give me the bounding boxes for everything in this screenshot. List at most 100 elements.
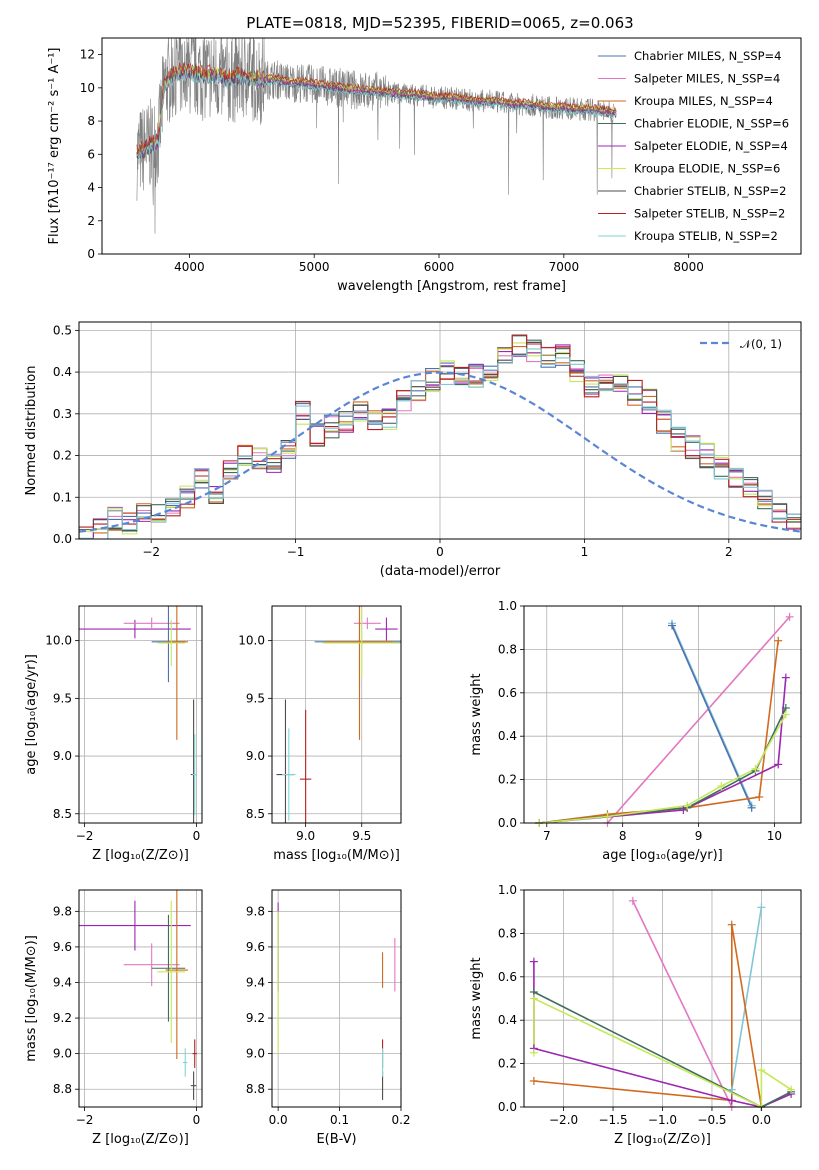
x-tick-label: 0.0 <box>269 1113 288 1127</box>
x-tick-label: −2 <box>76 829 94 843</box>
y-tick-label: 8.8 <box>53 1082 72 1096</box>
y-axis-label: mass weight <box>469 957 484 1039</box>
x-axis-label: Z [log₁₀(Z/Z⊙)] <box>92 1132 189 1147</box>
x-tick-label: 1 <box>581 545 589 559</box>
x-tick-label: 9.0 <box>296 829 315 843</box>
y-tick-label: 10.0 <box>238 634 265 648</box>
frame-massweight-vs-Z: −2.0 −1.5 −1.0 −0.5 0.0 0.0 0.2 0.4 0.6 0.8 1.0 Z [… <box>469 883 802 1147</box>
histogram-series <box>79 348 801 539</box>
plot-area-spectrum <box>136 38 617 234</box>
y-tick-label: 0.6 <box>498 970 517 984</box>
frame-mass-vs-EBV: 0.0 0.1 0.2 8.8 9.0 9.2 9.4 9.6 9.8 E(B-V) <box>246 889 411 1147</box>
y-tick-label: 0.4 <box>53 365 72 379</box>
plot-area-age-vs-Z <box>79 606 197 823</box>
y-tick-label: 0.0 <box>53 532 72 546</box>
y-axis-label: mass weight <box>469 673 484 755</box>
legend-entry: Kroupa STELIB, N_SSP=2 <box>634 229 778 243</box>
y-tick-label: 10 <box>80 81 95 95</box>
y-tick-label: 2 <box>87 214 95 228</box>
legend: Chabrier MILES, N_SSP=4 Salpeter MILES, N… <box>598 49 789 243</box>
y-tick-label: 0.0 <box>498 1100 517 1114</box>
y-tick-label: 9.5 <box>246 691 265 705</box>
axes-age-vs-Z <box>79 606 202 823</box>
x-tick-label: 0 <box>193 1113 201 1127</box>
y-tick-label: 0.3 <box>53 407 72 421</box>
plot-area-massweight-vs-Z <box>533 900 792 1107</box>
y-axis-label: mass [log₁₀(M/M⊙)] <box>24 935 39 1062</box>
legend-entry: Kroupa ELODIE, N_SSP=6 <box>634 162 780 176</box>
observed-spectrum-line <box>136 38 615 234</box>
y-tick-label: 9.0 <box>53 749 72 763</box>
mass-weight-line <box>539 714 787 823</box>
y-tick-label: 9.6 <box>53 940 72 954</box>
x-axis-label: wavelength [Angstrom, rest frame] <box>337 279 566 294</box>
mass-weight-line <box>671 623 753 806</box>
x-tick-label: 8 <box>619 829 627 843</box>
frame-spectrum: 4000 5000 6000 7000 8000 0 2 4 6 8 10 12 wavelength … <box>47 37 802 294</box>
x-tick-label: 8000 <box>673 260 704 274</box>
x-axis-label: age [log₁₀(age/yr)] <box>602 848 723 863</box>
y-tick-label: 9.4 <box>246 975 265 989</box>
x-tick-label: 10 <box>767 829 782 843</box>
x-tick-label: 0 <box>436 545 444 559</box>
plot-area-mass-vs-EBV <box>277 902 396 1100</box>
x-tick-label: 9 <box>695 829 703 843</box>
y-tick-label: 1.0 <box>498 883 517 897</box>
legend-entry: Salpeter STELIB, N_SSP=2 <box>634 207 785 221</box>
x-axis-label: Z [log₁₀(Z/Z⊙)] <box>614 1132 711 1147</box>
y-tick-label: 10.0 <box>45 634 72 648</box>
x-axis-label: Z [log₁₀(Z/Z⊙)] <box>92 848 189 863</box>
x-tick-label: 0.0 <box>752 1113 771 1127</box>
y-tick-label: 12 <box>80 48 95 62</box>
y-tick-label: 9.5 <box>53 691 72 705</box>
legend-entry: Salpeter ELODIE, N_SSP=4 <box>634 139 788 153</box>
mass-weight-line <box>606 616 791 823</box>
y-tick-label: 0.4 <box>498 729 517 743</box>
legend: 𝒩(0, 1) <box>700 337 782 351</box>
y-tick-label: 8 <box>87 114 95 128</box>
y-tick-label: 9.0 <box>53 1047 72 1061</box>
y-tick-label: 9.2 <box>53 1011 72 1025</box>
legend-entry: Kroupa MILES, N_SSP=4 <box>634 94 773 108</box>
y-tick-label: 1.0 <box>498 599 517 613</box>
plot-frame <box>523 605 802 824</box>
axes-residuals <box>79 322 801 540</box>
frame-mass-vs-Z: −2 0 8.8 9.0 9.2 9.4 9.6 9.8 Z [log₁₀(Z/Z⊙)] mass… <box>24 889 203 1147</box>
legend-entry: 𝒩(0, 1) <box>740 337 782 351</box>
y-tick-label: 8.5 <box>246 807 265 821</box>
figure-title: PLATE=0818, MJD=52395, FIBERID=0065, z=0… <box>246 14 633 32</box>
model-spectrum-line <box>136 62 617 157</box>
y-tick-label: 0.8 <box>498 642 517 656</box>
x-tick-label: 0.2 <box>391 1113 410 1127</box>
y-tick-label: 9.8 <box>53 904 72 918</box>
y-axis-label: age [log₁₀(age/yr)] <box>24 654 39 775</box>
x-tick-label: 0.1 <box>330 1113 349 1127</box>
frame-age-vs-Z: −2 0 8.5 9.0 9.5 10.0 Z [log₁₀(Z/Z⊙)] age [log₁… <box>24 605 203 863</box>
x-tick-label: −1.5 <box>598 1113 627 1127</box>
y-tick-label: 0.4 <box>498 1013 517 1027</box>
frame-residuals: −2 −1 0 1 2 0.0 0.1 0.2 0.3 0.4 0.5 (data-model)/er… <box>24 321 802 579</box>
model-spectrum-line <box>136 67 617 160</box>
legend-entry: Chabrier ELODIE, N_SSP=6 <box>634 117 789 131</box>
x-tick-label: 7 <box>543 829 551 843</box>
plot-area-age-vs-mass <box>276 606 401 823</box>
plot-frame <box>271 889 402 1108</box>
frame-age-vs-mass: 9.0 9.5 8.5 9.0 9.5 10.0 mass [log₁₀(M/M⊙)] <box>238 605 402 863</box>
frame-massweight-vs-age: 7 8 9 10 0.0 0.2 0.4 0.6 0.8 1.0 age [log₁₀(age/yr… <box>469 599 802 863</box>
mass-weight-line <box>539 640 779 823</box>
plot-area-mass-vs-Z <box>79 890 197 1100</box>
plot-area-massweight-vs-age <box>539 616 791 823</box>
y-tick-label: 0.2 <box>498 773 517 787</box>
y-tick-label: 6 <box>87 147 95 161</box>
y-tick-label: 0.5 <box>53 323 72 337</box>
mass-weight-line <box>632 900 733 1107</box>
mass-weight-line <box>533 997 792 1107</box>
y-tick-label: 0.0 <box>498 816 517 830</box>
legend-entry: Chabrier STELIB, N_SSP=2 <box>634 184 786 198</box>
y-tick-label: 8.5 <box>53 807 72 821</box>
x-tick-label: 9.5 <box>352 829 371 843</box>
y-tick-label: 0.2 <box>498 1057 517 1071</box>
plot-frame <box>78 889 203 1108</box>
x-tick-label: −2.0 <box>549 1113 578 1127</box>
